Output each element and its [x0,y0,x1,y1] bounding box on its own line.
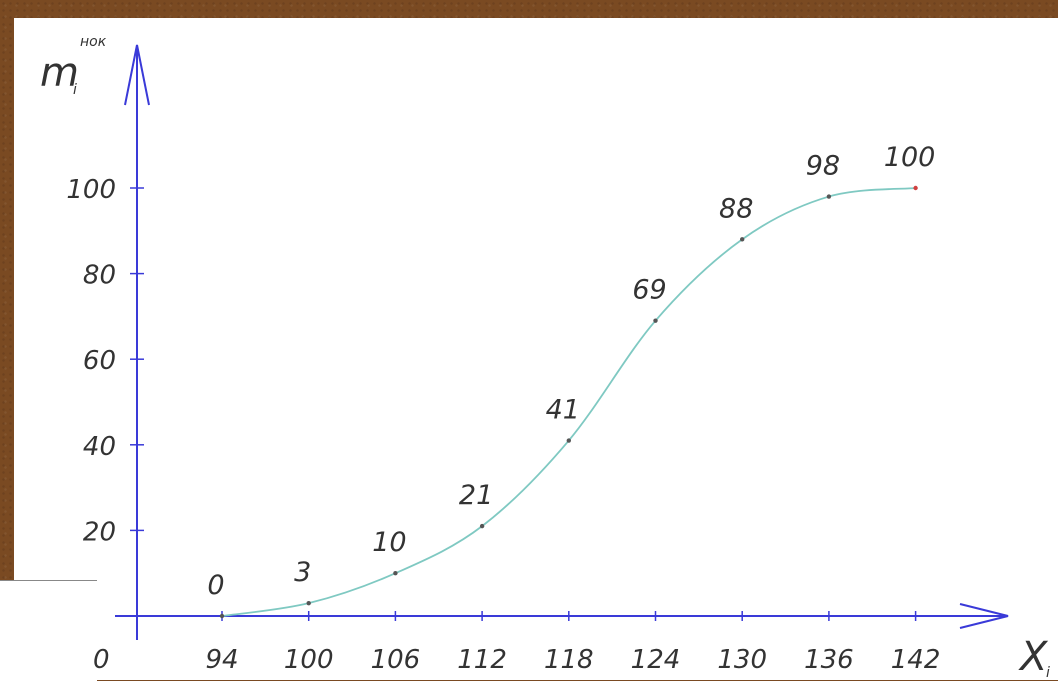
x-axis-title-sub: i [1046,665,1050,680]
data-label: 98 [806,151,840,182]
y-ticks: 20 40 60 80 100 [66,175,144,547]
y-tick-label: 80 [83,261,116,291]
axes [115,44,1009,640]
data-point [826,194,832,199]
y-axis-title: m i нок [40,34,107,98]
x-axis-title-letter: X [1018,634,1049,680]
x-tick-label: 130 [717,645,767,675]
x-tick-label: 118 [544,645,594,675]
origin-label: 0 [93,645,110,675]
y-axis-title-letter: m [40,50,79,96]
data-point [479,523,485,529]
chart-sheet [14,18,1058,680]
data-point [219,613,225,619]
x-axis-title: X i [1018,634,1050,680]
y-tick-label: 40 [83,432,116,462]
y-tick-label: 100 [66,175,116,205]
data-label: 100 [884,142,936,173]
data-label: 21 [459,480,493,511]
y-axis-title-sub: i [73,82,77,98]
data-point [566,438,571,443]
x-tick-label: 106 [371,645,421,675]
x-tick-label: 100 [284,645,334,675]
data-label: 3 [294,557,311,588]
data-label: 88 [719,193,753,224]
y-axis-title-sup: нок [80,34,107,50]
data-label: 69 [632,275,666,306]
x-tick-label: 124 [631,645,681,675]
data-label: 41 [546,395,580,426]
x-ticks: 94 100 106 112 118 124 130 136 142 [205,611,940,675]
data-labels: 0 3 10 21 41 69 88 98 100 [207,142,935,601]
data-point [653,318,658,323]
data-point [913,185,918,191]
x-axis-arrow [959,603,1009,629]
y-tick-label: 20 [83,517,116,547]
data-point [393,571,398,576]
data-point [306,600,311,606]
y-tick-label: 60 [83,346,116,376]
sheet-corner [0,580,97,681]
y-axis-arrow [124,44,150,106]
x-tick-label: 94 [205,645,238,675]
x-tick-label: 112 [457,645,507,675]
x-tick-label: 136 [804,645,854,675]
data-label: 0 [207,570,224,601]
x-tick-label: 142 [891,645,941,675]
data-points [219,185,918,619]
data-label: 10 [372,527,406,558]
data-point [740,237,745,242]
